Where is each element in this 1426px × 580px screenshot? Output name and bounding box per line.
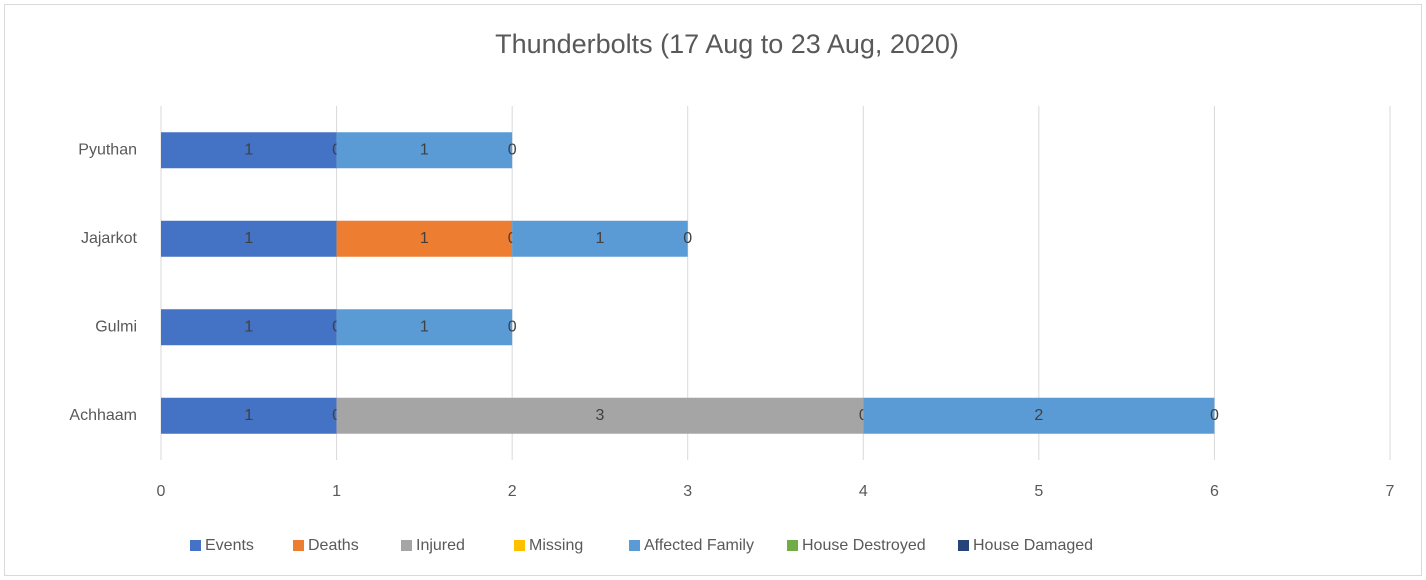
legend-swatch (514, 540, 525, 551)
legend-label: Events (205, 537, 254, 554)
legend-label: House Destroyed (802, 537, 926, 554)
x-tick-label: 7 (1386, 483, 1395, 500)
bar-segment (161, 397, 337, 434)
bar-segment (512, 220, 688, 257)
legend-label: House Damaged (973, 537, 1093, 554)
data-label: 1 (244, 407, 253, 424)
data-label: 2 (1034, 407, 1043, 424)
bar-segment (161, 220, 337, 257)
x-tick-label: 2 (508, 483, 517, 500)
chart-title: Thunderbolts (17 Aug to 23 Aug, 2020) (495, 29, 959, 59)
data-label: 1 (244, 230, 253, 247)
data-label: 3 (595, 407, 604, 424)
data-label: 1 (595, 230, 604, 247)
data-label: 1 (420, 141, 429, 158)
data-label: 0 (508, 318, 517, 335)
legend-swatch (190, 540, 201, 551)
bar-segment (336, 220, 513, 257)
y-tick-label: Gulmi (95, 318, 137, 335)
x-tick-label: 1 (332, 483, 341, 500)
legend-label: Injured (416, 537, 465, 554)
data-label: 1 (420, 318, 429, 335)
data-label: 0 (1210, 407, 1219, 424)
legend-label: Missing (529, 537, 583, 554)
y-tick-label: Jajarkot (81, 230, 138, 247)
data-label: 1 (244, 318, 253, 335)
bar-segment (336, 132, 513, 169)
bar-segment (863, 397, 1215, 434)
y-tick-label: Achhaam (69, 407, 137, 424)
legend-swatch (401, 540, 412, 551)
y-tick-label: Pyuthan (78, 141, 137, 158)
chart-frame (4, 4, 1422, 576)
bar-segment (161, 309, 337, 346)
data-label: 1 (244, 141, 253, 158)
legend-swatch (629, 540, 640, 551)
x-tick-label: 6 (1210, 483, 1219, 500)
x-tick-label: 5 (1034, 483, 1043, 500)
x-tick-label: 3 (683, 483, 692, 500)
x-tick-label: 4 (859, 483, 868, 500)
legend-label: Affected Family (644, 537, 754, 554)
bar-segment (336, 309, 513, 346)
bar-segment (336, 397, 864, 434)
x-tick-label: 0 (157, 483, 166, 500)
data-label: 0 (508, 141, 517, 158)
bar-segment (161, 132, 337, 169)
data-label: 0 (683, 230, 692, 247)
legend-swatch (787, 540, 798, 551)
legend-swatch (293, 540, 304, 551)
legend-label: Deaths (308, 537, 359, 554)
legend-swatch (958, 540, 969, 551)
data-label: 1 (420, 230, 429, 247)
